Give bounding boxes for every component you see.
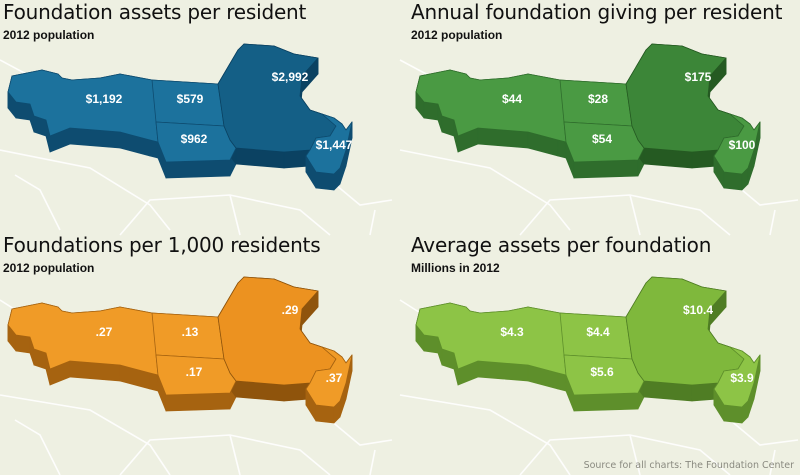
panel-title: Annual foundation giving per resident bbox=[411, 0, 783, 24]
value-label-montana: $44 bbox=[502, 92, 522, 106]
value-label-minnesota: $175 bbox=[685, 70, 712, 84]
montana-side-face bbox=[423, 334, 439, 354]
state-block-map: $4.3 $4.4 $5.6 $10.4 $3.9 bbox=[415, 276, 761, 424]
state-wisconsin bbox=[305, 346, 353, 408]
value-label-wisconsin: $1,447 bbox=[316, 138, 353, 152]
panel-average-assets-per-foundation: $4.3 $4.4 $5.6 $10.4 $3.9 Average assets per… bbox=[408, 233, 800, 463]
panel-foundations-per-1000: .27 .13 .17 .29 .37 Foundations per 1,000 re… bbox=[0, 233, 400, 463]
value-label-north-dakota: $28 bbox=[588, 92, 608, 106]
map-states bbox=[7, 43, 353, 175]
south-dakota-side-face bbox=[165, 159, 231, 179]
state-wisconsin bbox=[305, 113, 353, 175]
panel-title: Foundations per 1,000 residents bbox=[3, 233, 321, 257]
montana-side-face bbox=[15, 101, 31, 121]
value-label-montana: .27 bbox=[96, 325, 113, 339]
panel-subtitle: Millions in 2012 bbox=[411, 261, 500, 275]
wisconsin-side-face bbox=[315, 171, 335, 191]
value-label-minnesota: $10.4 bbox=[683, 303, 713, 317]
south-dakota-side-face bbox=[573, 392, 639, 412]
value-label-montana: $4.3 bbox=[500, 325, 524, 339]
value-label-south-dakota: $54 bbox=[592, 132, 612, 146]
value-label-wisconsin: $100 bbox=[729, 138, 756, 152]
wisconsin-side-face bbox=[315, 404, 335, 424]
panel-assets-per-resident: $1,192 $579 $962 $2,992 $1,447 Foundation as… bbox=[0, 0, 400, 230]
state-wisconsin bbox=[713, 346, 761, 408]
value-label-minnesota: $2,992 bbox=[272, 70, 309, 84]
value-label-wisconsin: $3.9 bbox=[730, 371, 754, 385]
state-block-map: $1,192 $579 $962 $2,992 $1,447 bbox=[7, 43, 353, 191]
map-states bbox=[415, 276, 761, 408]
value-label-wisconsin: .37 bbox=[326, 371, 343, 385]
panel-subtitle: 2012 population bbox=[411, 28, 503, 42]
state-block-map: .27 .13 .17 .29 .37 bbox=[7, 276, 353, 424]
panel-subtitle: 2012 population bbox=[3, 261, 95, 275]
panel-title: Average assets per foundation bbox=[411, 233, 712, 257]
wisconsin-side-face bbox=[723, 171, 743, 191]
value-label-south-dakota: $5.6 bbox=[590, 365, 614, 379]
panel-title: Foundation assets per resident bbox=[3, 0, 307, 24]
panel-giving-per-resident: $44 $28 $54 $175 $100 Annual foundation givi… bbox=[408, 0, 800, 230]
montana-side-face bbox=[15, 334, 31, 354]
south-dakota-side-face bbox=[573, 159, 639, 179]
value-label-montana: $1,192 bbox=[86, 92, 123, 106]
map-states bbox=[415, 43, 761, 175]
value-label-south-dakota: $962 bbox=[181, 132, 208, 146]
south-dakota-side-face bbox=[165, 392, 231, 412]
value-label-minnesota: .29 bbox=[282, 303, 299, 317]
panel-subtitle: 2012 population bbox=[3, 28, 95, 42]
wisconsin-side-face bbox=[723, 404, 743, 424]
montana-side-face bbox=[423, 101, 439, 121]
state-wisconsin bbox=[713, 113, 761, 175]
value-label-north-dakota: .13 bbox=[182, 325, 199, 339]
map-states bbox=[7, 276, 353, 408]
source-note: Source for all charts: The Foundation Ce… bbox=[583, 460, 794, 471]
value-label-south-dakota: .17 bbox=[186, 365, 203, 379]
state-block-map: $44 $28 $54 $175 $100 bbox=[415, 43, 761, 191]
value-label-north-dakota: $579 bbox=[177, 92, 204, 106]
value-label-north-dakota: $4.4 bbox=[586, 325, 610, 339]
